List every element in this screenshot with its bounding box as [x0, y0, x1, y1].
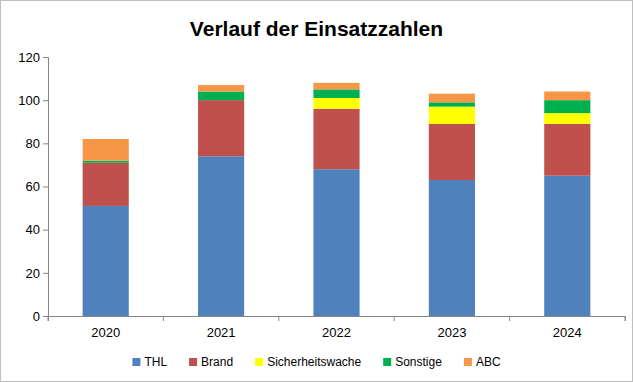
bar: [313, 109, 359, 169]
bar: [198, 92, 244, 101]
y-tick-label: 0: [33, 309, 40, 324]
bar: [313, 83, 359, 89]
legend-label: Brand: [201, 355, 233, 369]
y-tick: 20: [26, 265, 48, 280]
legend-swatch: [464, 358, 472, 366]
x-separator: [509, 316, 510, 321]
x-tick-label: 2023: [437, 325, 466, 340]
bar: [198, 85, 244, 91]
bar: [313, 98, 359, 109]
legend-swatch: [189, 358, 197, 366]
legend-swatch: [255, 358, 263, 366]
y-tick-mark: [43, 100, 48, 101]
title: Verlauf der Einsatzzahlen: [190, 17, 443, 40]
bars: [83, 83, 591, 316]
bar: [544, 92, 590, 101]
legend-label: ABC: [476, 355, 501, 369]
chart: Verlauf der Einsatzzahlen 0 20 40 60 80 100 120…: [0, 0, 633, 382]
legend-item: THL: [132, 355, 167, 369]
y-tick: 120: [18, 50, 48, 65]
bar: [429, 107, 475, 124]
x-tick: 2024: [553, 316, 582, 340]
bar: [83, 206, 129, 316]
bar: [544, 124, 590, 176]
x-tick-mark: [567, 316, 568, 321]
y-tick-label: 100: [18, 93, 40, 108]
y-axis-line: [43, 58, 49, 317]
x-tick-mark: [451, 316, 452, 321]
x-tick: 2021: [207, 316, 236, 340]
y-tick-mark: [43, 230, 48, 231]
bar: [429, 94, 475, 103]
bar: [429, 124, 475, 180]
y-axis: 0 20 40 60 80 100 120: [18, 50, 48, 324]
x-axis: 2020 2021 2022 2023 2024: [49, 316, 626, 340]
x-tick: 2022: [322, 316, 351, 340]
bar: [83, 161, 129, 163]
y-tick: 60: [26, 179, 48, 194]
legend-swatch: [383, 358, 391, 366]
x-tick-label: 2024: [553, 325, 582, 340]
y-tick-mark: [43, 57, 48, 58]
bar: [313, 169, 359, 316]
bar: [83, 163, 129, 206]
legend-item: Brand: [189, 355, 233, 369]
legend-label: Sonstige: [395, 355, 442, 369]
bar: [313, 89, 359, 98]
x-axis-line: [49, 317, 626, 322]
y-tick-mark: [43, 187, 48, 188]
legend: THL Brand Sicherheitswache Sonstige ABC: [132, 355, 500, 369]
y-tick-mark: [43, 316, 48, 317]
x-separator: [48, 316, 49, 321]
legend-label: Sicherheitswache: [267, 355, 361, 369]
y-tick-mark: [43, 143, 48, 144]
y-tick-label: 40: [26, 222, 40, 237]
y-tick: 0: [33, 309, 48, 324]
legend-item: ABC: [464, 355, 501, 369]
bar: [83, 139, 129, 161]
bar: [544, 176, 590, 316]
x-separator: [625, 316, 626, 321]
y-tick: 40: [26, 222, 48, 237]
x-tick-mark: [221, 316, 222, 321]
x-tick: 2020: [91, 316, 120, 340]
bar: [544, 100, 590, 113]
plot: 0 20 40 60 80 100 120 2020 2021 2022 2023 2024: [18, 50, 625, 340]
y-tick: 80: [26, 136, 48, 151]
legend-item: Sicherheitswache: [255, 355, 361, 369]
x-separator: [394, 316, 395, 321]
bar: [198, 100, 244, 156]
bar: [429, 102, 475, 106]
bar: [198, 156, 244, 316]
x-separators: [48, 316, 625, 321]
y-tick-label: 60: [26, 179, 40, 194]
legend-swatch: [132, 358, 140, 366]
x-tick: 2023: [437, 316, 466, 340]
x-tick-mark: [336, 316, 337, 321]
x-separator: [163, 316, 164, 321]
y-tick-label: 80: [26, 136, 40, 151]
x-tick-label: 2021: [207, 325, 236, 340]
y-tick-label: 20: [26, 265, 40, 280]
y-tick: 100: [18, 93, 48, 108]
legend-item: Sonstige: [383, 355, 442, 369]
x-tick-label: 2022: [322, 325, 351, 340]
x-tick-mark: [105, 316, 106, 321]
bar: [429, 180, 475, 316]
bar: [544, 113, 590, 124]
y-tick-label: 120: [18, 50, 40, 65]
y-tick-mark: [43, 273, 48, 274]
x-tick-label: 2020: [91, 325, 120, 340]
chart-frame: [1, 1, 633, 382]
x-separator: [278, 316, 279, 321]
legend-label: THL: [144, 355, 167, 369]
